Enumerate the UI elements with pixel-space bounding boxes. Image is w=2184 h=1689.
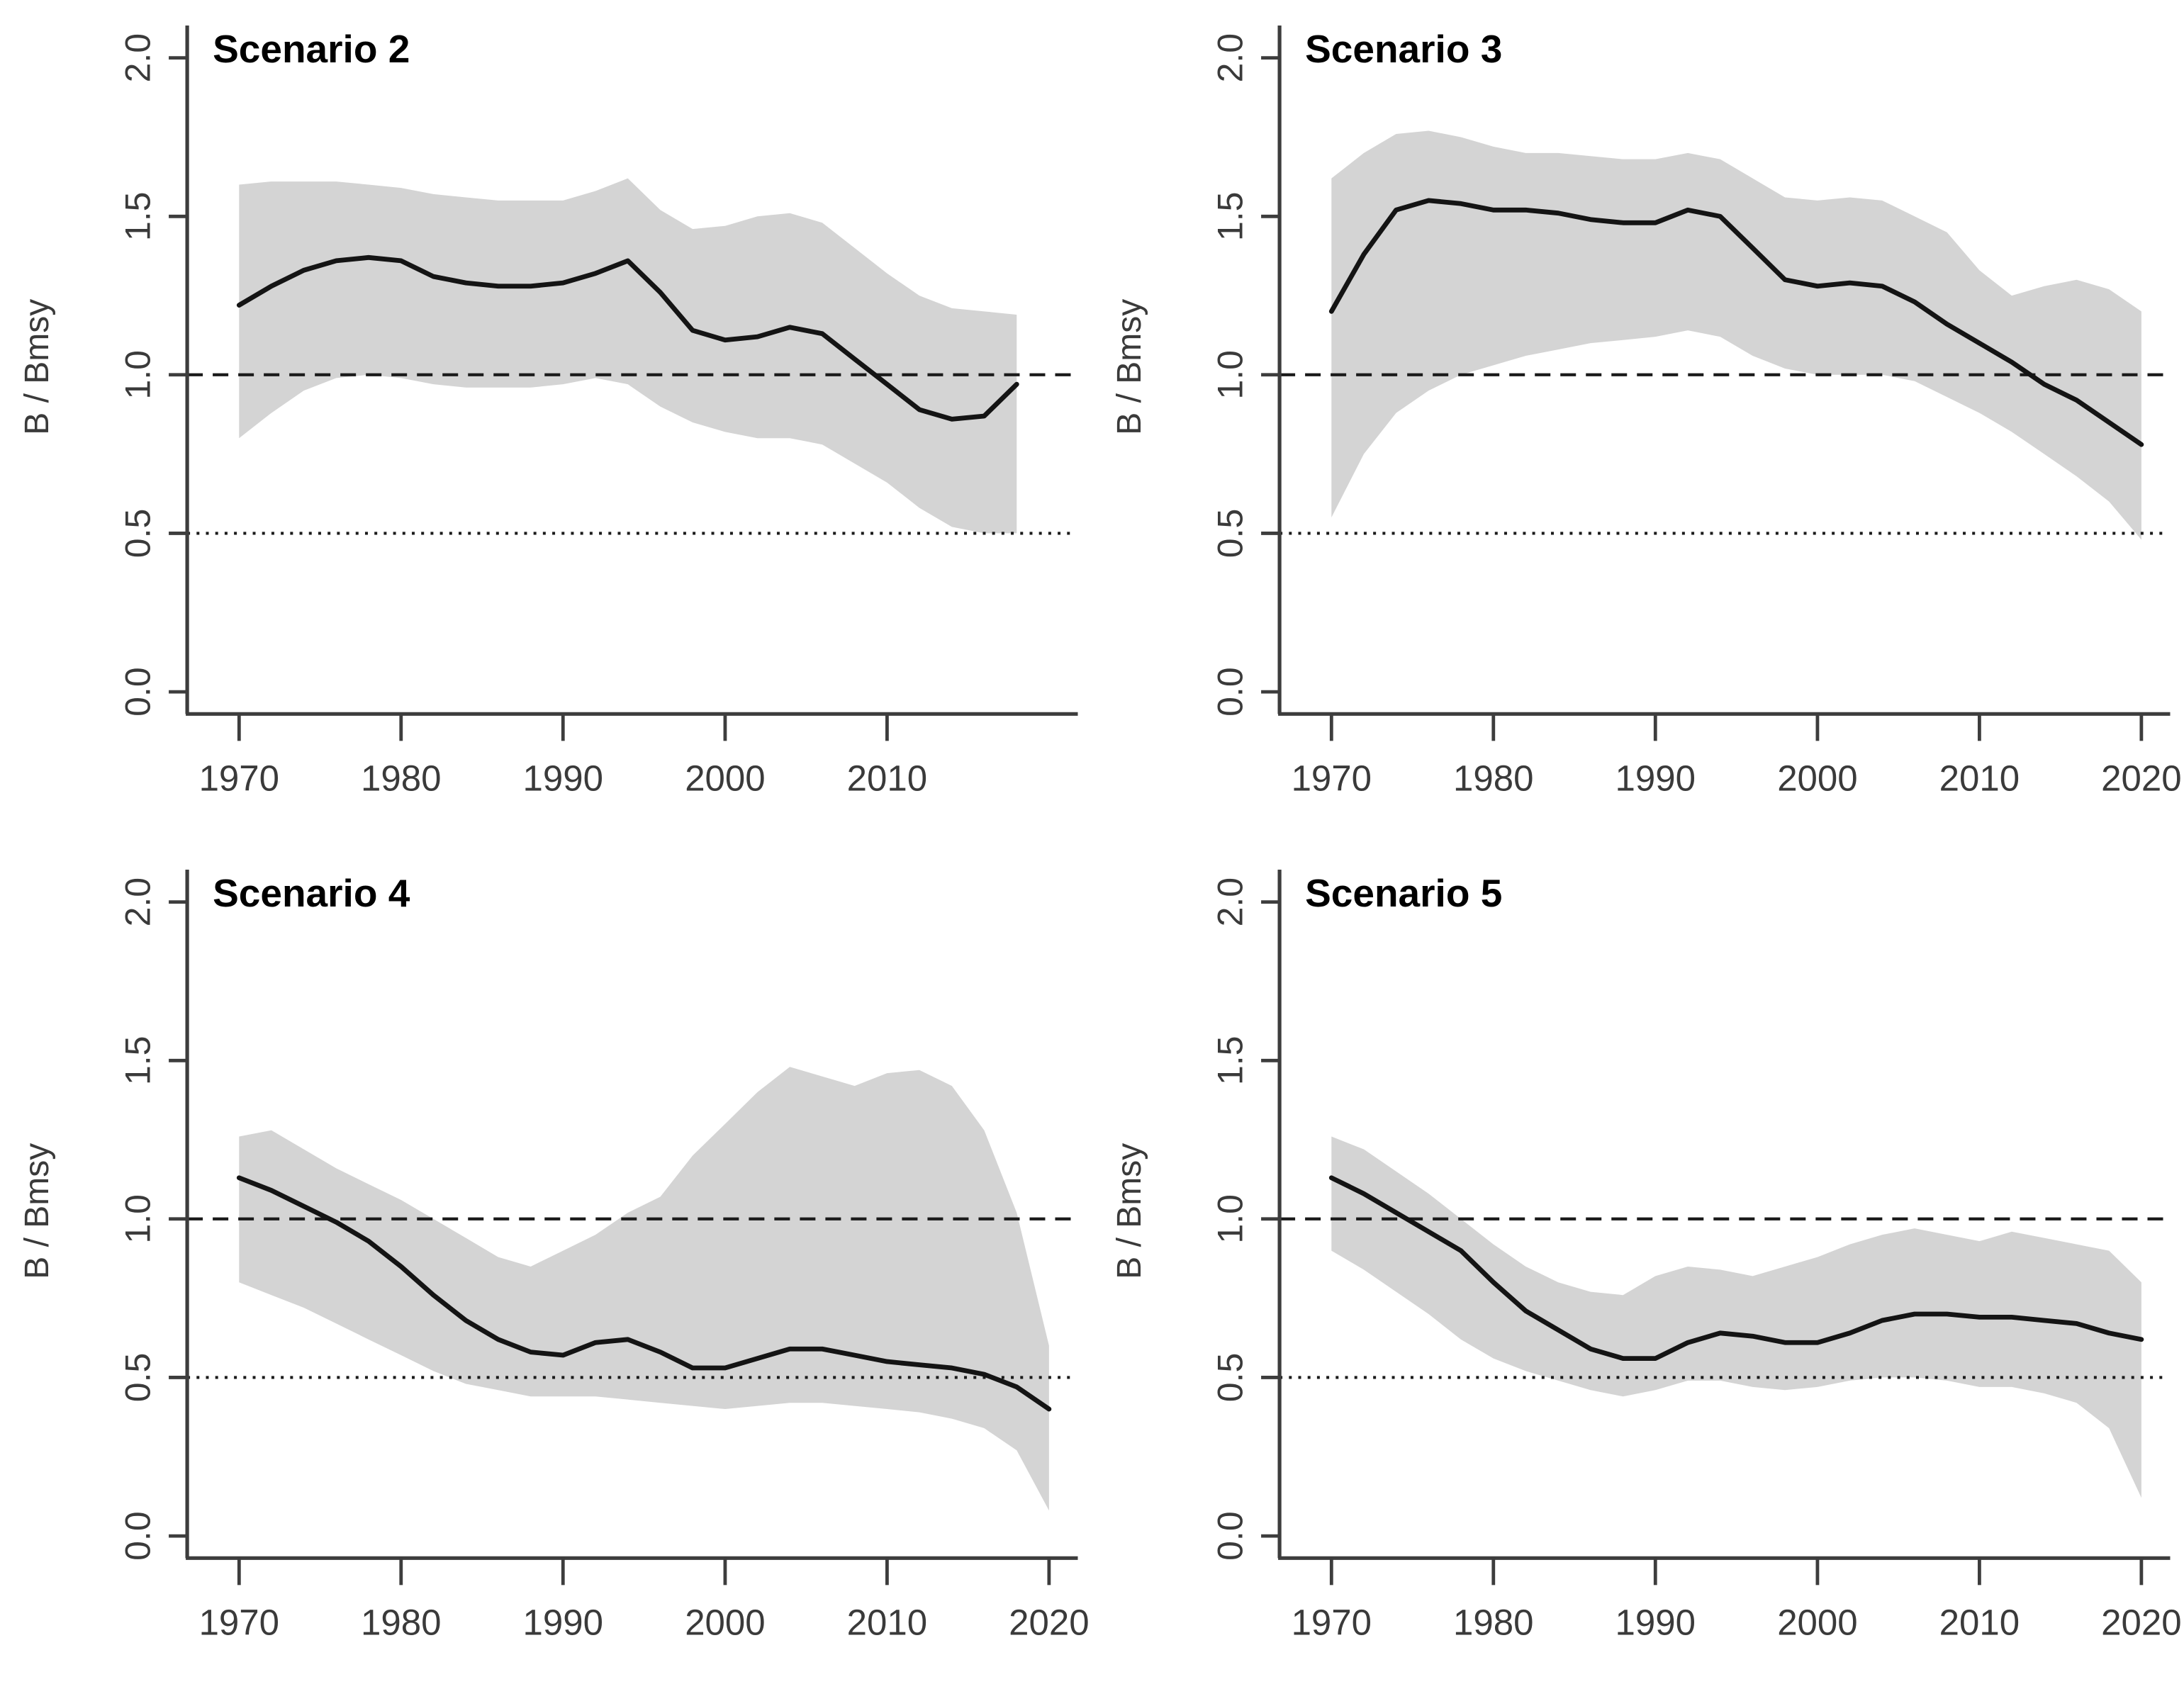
x-tick-label: 2000	[685, 758, 765, 798]
x-tick-label: 2020	[2101, 1603, 2181, 1643]
x-tick-label: 2010	[1939, 758, 2019, 798]
panel-scenario-3: 0.0 0.5 1.0 1.5 2.0 1970 1980 1990 2000 2010 2020 B…	[1092, 0, 2184, 844]
y-tick-label: 0.0	[118, 667, 157, 717]
x-tick-label: 1990	[1615, 1603, 1695, 1643]
x-tick-label: 2010	[847, 1603, 927, 1643]
x-tick-label: 1990	[523, 1603, 603, 1643]
x-tick-label: 2010	[847, 758, 927, 798]
y-tick-label: 2.0	[1210, 877, 1250, 927]
x-tick-label: 2010	[1939, 1603, 2019, 1643]
y-tick-label: 1.5	[118, 192, 157, 242]
y-axis-title: B / Bmsy	[18, 299, 56, 435]
y-tick-label: 2.0	[1210, 33, 1250, 83]
y-tick-label: 0.0	[1210, 1512, 1250, 1561]
x-tick-label: 1990	[523, 758, 603, 798]
x-tick-label: 2000	[1777, 758, 1857, 798]
x-tick-label: 1970	[1291, 1603, 1371, 1643]
x-tick-label: 1970	[199, 758, 279, 798]
y-tick-label: 1.5	[1210, 1036, 1250, 1086]
confidence-band	[239, 1067, 1049, 1511]
y-tick-label: 1.0	[118, 1194, 157, 1244]
x-tick-label: 1980	[1453, 1603, 1533, 1643]
y-axis-title: B / Bmsy	[18, 1143, 56, 1279]
chart-scenario-4: 0.0 0.5 1.0 1.5 2.0 1970 1980 1990 2000 2010 2020 B…	[0, 844, 1092, 1688]
chart-scenario-5: 0.0 0.5 1.0 1.5 2.0 1970 1980 1990 2000 2010 2020 B…	[1092, 844, 2184, 1688]
confidence-band	[1331, 130, 2141, 539]
y-tick-label: 0.5	[118, 509, 157, 559]
x-tick-label: 2020	[2101, 758, 2181, 798]
y-tick-label: 2.0	[118, 33, 157, 83]
y-tick-label: 1.0	[1210, 1194, 1250, 1244]
y-axis-title: B / Bmsy	[1111, 299, 1148, 435]
y-tick-label: 2.0	[118, 877, 157, 927]
y-axis-title: B / Bmsy	[1111, 1143, 1148, 1279]
x-tick-label: 1970	[1291, 758, 1371, 798]
chart-scenario-3: 0.0 0.5 1.0 1.5 2.0 1970 1980 1990 2000 2010 2020 B…	[1092, 0, 2184, 844]
panel-scenario-5: 0.0 0.5 1.0 1.5 2.0 1970 1980 1990 2000 2010 2020 B…	[1092, 844, 2184, 1688]
y-tick-label: 0.5	[118, 1353, 157, 1403]
y-tick-label: 0.0	[118, 1512, 157, 1561]
y-tick-label: 0.5	[1210, 509, 1250, 559]
x-tick-label: 2020	[1009, 1603, 1089, 1643]
y-tick-label: 0.0	[1210, 667, 1250, 717]
y-tick-label: 1.0	[1210, 350, 1250, 400]
x-tick-label: 2000	[1777, 1603, 1857, 1643]
x-tick-label: 2000	[685, 1603, 765, 1643]
chart-title: Scenario 3	[1305, 27, 1502, 71]
y-tick-label: 1.0	[118, 350, 157, 400]
x-tick-label: 1970	[199, 1603, 279, 1643]
x-tick-label: 1990	[1615, 758, 1695, 798]
y-tick-label: 0.5	[1210, 1353, 1250, 1403]
x-tick-label: 1980	[1453, 758, 1533, 798]
y-tick-label: 1.5	[1210, 192, 1250, 242]
x-tick-label: 1980	[361, 1603, 441, 1643]
confidence-band	[239, 179, 1017, 534]
chart-title: Scenario 4	[213, 871, 410, 915]
panel-scenario-2: 0.0 0.5 1.0 1.5 2.0 1970 1980 1990 2000 2010 B / B…	[0, 0, 1092, 844]
panel-scenario-4: 0.0 0.5 1.0 1.5 2.0 1970 1980 1990 2000 2010 2020 B…	[0, 844, 1092, 1688]
chart-title: Scenario 5	[1305, 871, 1502, 915]
chart-scenario-2: 0.0 0.5 1.0 1.5 2.0 1970 1980 1990 2000 2010 B / B…	[0, 0, 1092, 844]
y-tick-label: 1.5	[118, 1036, 157, 1086]
x-tick-label: 1980	[361, 758, 441, 798]
chart-title: Scenario 2	[213, 27, 410, 71]
